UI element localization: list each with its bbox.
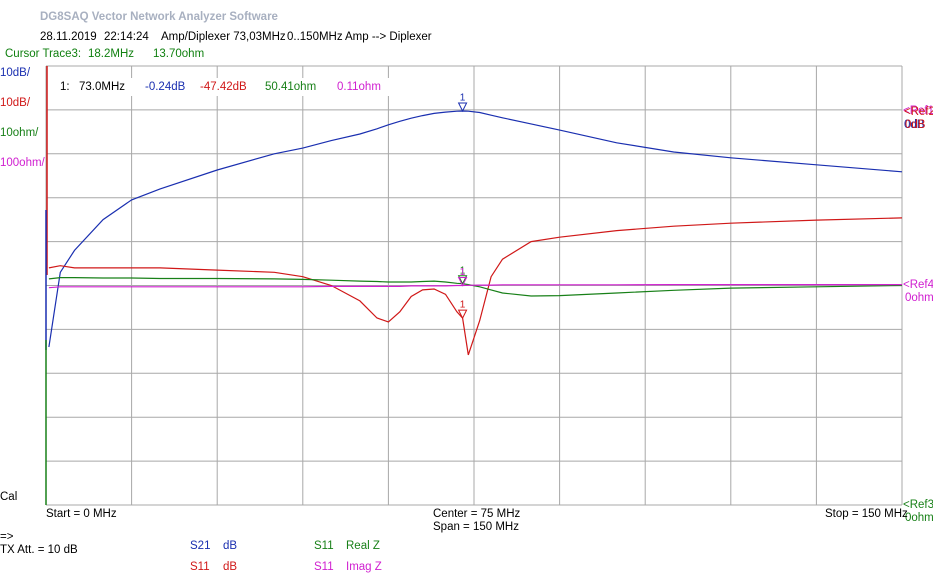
app-title: DG8SAQ Vector Network Analyzer Software <box>40 11 278 23</box>
scale: 10ohm/ <box>0 127 39 139</box>
span-label: Span = 150 MHz <box>433 521 519 533</box>
marker <box>457 309 468 320</box>
date: 28.11.2019 <box>40 31 97 43</box>
trace <box>48 284 902 289</box>
center-label: Center = 75 MHz <box>433 508 520 520</box>
ref-label: <Ref4 <box>903 279 933 291</box>
arrow: => <box>0 531 14 543</box>
readout-box <box>56 78 396 96</box>
scale: 10dB/ <box>0 67 31 79</box>
ref-value: 0dB <box>904 119 925 131</box>
start-label: Start = 0 MHz <box>46 508 117 520</box>
ref-label: <Ref1 <box>903 105 933 117</box>
marker-label: 1 <box>460 300 466 311</box>
ref-value: 0ohm <box>905 292 933 304</box>
readout-freq: 73.0MHz <box>79 81 125 93</box>
range: 0..150MHz <box>287 31 343 43</box>
readout-value: 50.41ohm <box>265 81 316 93</box>
marker <box>457 102 468 113</box>
trace <box>48 110 903 348</box>
legend-param: S11 <box>190 561 210 573</box>
ref-value: 0dB <box>905 119 926 131</box>
file: Amp/Diplexer 73,03MHz <box>161 31 286 43</box>
legend-param: S11 <box>314 561 334 573</box>
tx-att: TX Att. = 10 dB <box>0 544 78 556</box>
path: Amp --> Diplexer <box>345 31 432 43</box>
stop-label: Stop = 150 MHz <box>825 508 908 520</box>
readout-value: 0.11ohm <box>337 81 381 93</box>
readout-value: -47.42dB <box>200 81 247 93</box>
time: 22:14:24 <box>104 31 149 43</box>
ref-value: 0ohm <box>905 512 933 524</box>
marker <box>457 275 468 285</box>
cal-label: Cal <box>0 491 17 503</box>
cursor-freq: 18.2MHz <box>88 48 134 60</box>
marker-label: 1 <box>460 265 466 276</box>
legend-param: S11 <box>314 540 334 552</box>
marker <box>457 276 468 287</box>
grid <box>45 65 903 506</box>
readout-value: -0.24dB <box>145 81 186 93</box>
readout-marker: 1: <box>60 81 70 93</box>
marker-label: 1 <box>460 93 466 104</box>
scale: 10dB/ <box>0 97 31 109</box>
ref-label: <Ref2 <box>904 106 933 118</box>
trace <box>48 217 903 356</box>
legend-param: S21 <box>190 540 210 552</box>
cursor-value: 13.70ohm <box>153 48 204 60</box>
legend-format: dB <box>223 561 237 573</box>
cursor-label: Cursor Trace3: <box>5 48 81 60</box>
legend-format: dB <box>223 540 237 552</box>
legend-format: Real Z <box>346 540 380 552</box>
marker-label: 1 <box>460 267 466 278</box>
scale: 100ohm/ <box>0 157 46 169</box>
ref-label: <Ref3 <box>903 499 933 511</box>
legend-format: Imag Z <box>346 561 382 573</box>
trace <box>48 277 903 297</box>
